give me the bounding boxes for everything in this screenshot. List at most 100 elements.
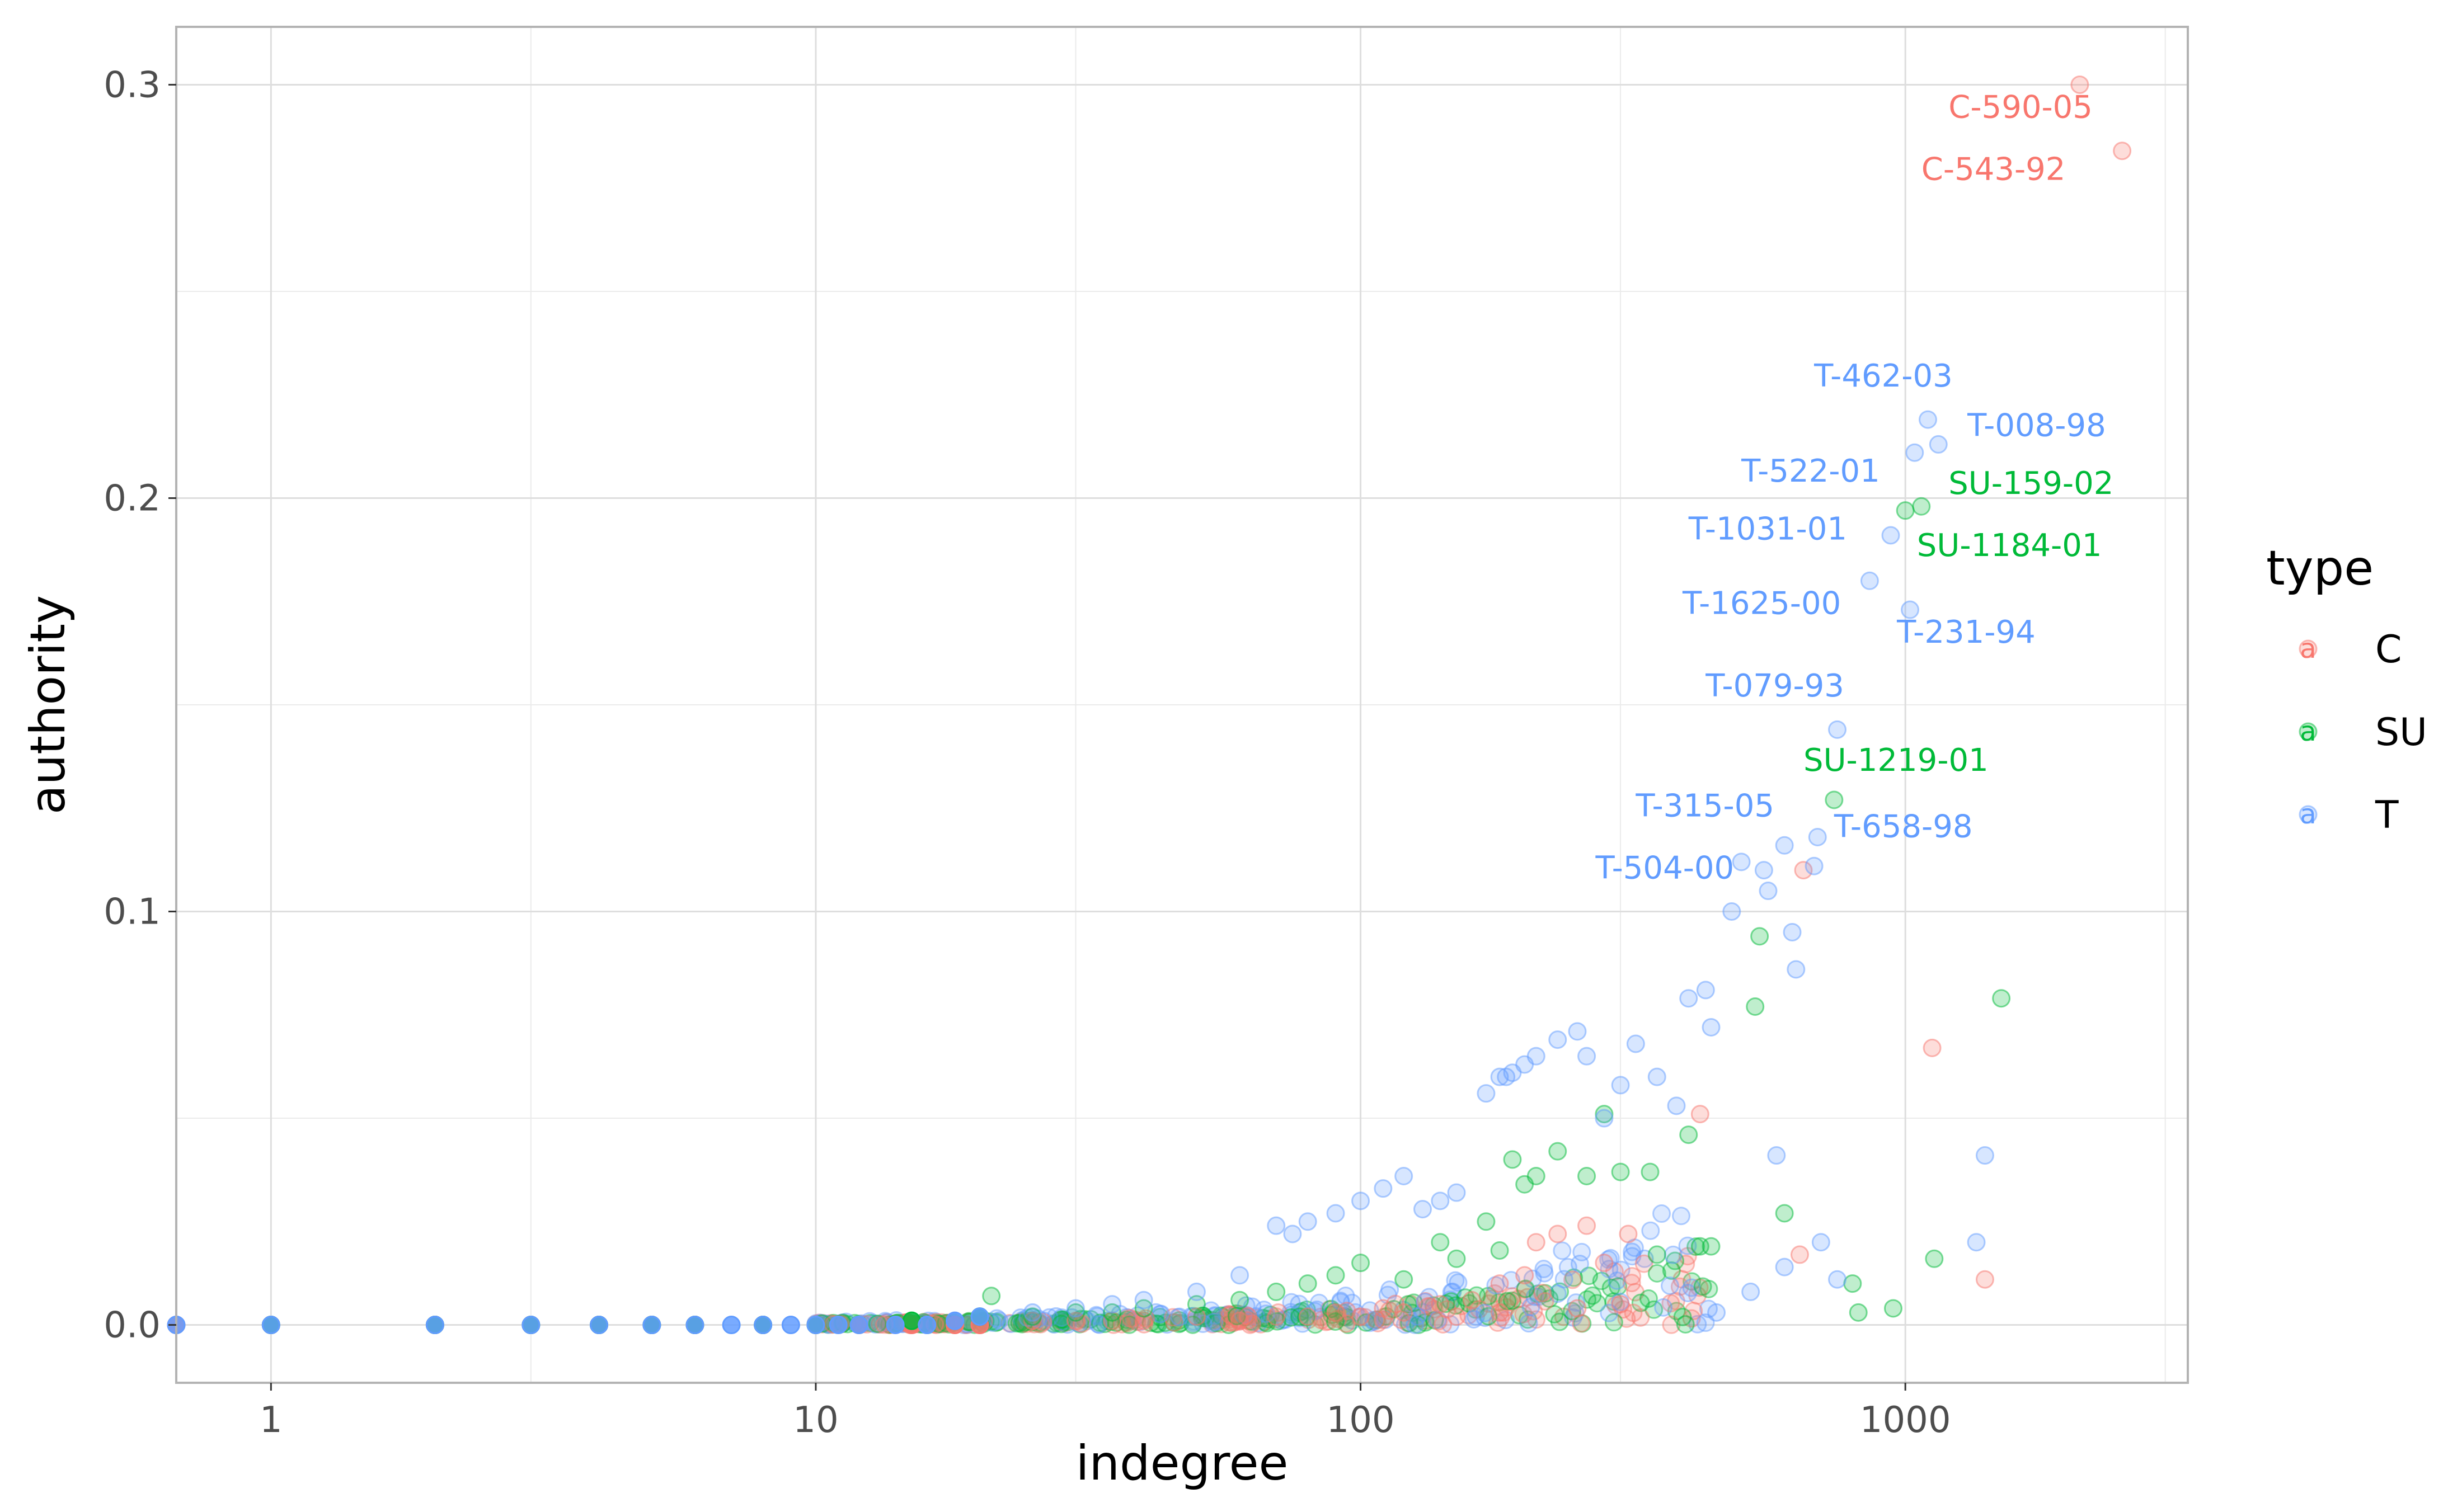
data-point-t <box>1158 1315 1177 1334</box>
data-point-c <box>1688 1286 1707 1305</box>
data-point-c <box>1351 1307 1370 1326</box>
data-point-su <box>1604 1313 1623 1332</box>
data-point-su <box>1479 1307 1498 1326</box>
data-point-su <box>1601 1278 1620 1297</box>
data-point-t <box>1975 1146 1994 1165</box>
data-point-su <box>1164 1313 1183 1332</box>
data-point-t <box>1502 1271 1521 1290</box>
data-point-t <box>1023 1303 1042 1322</box>
data-point-t <box>1626 1034 1645 1053</box>
data-point-c <box>1623 1267 1642 1286</box>
data-point-c <box>1163 1308 1182 1327</box>
data-point-c <box>1634 1254 1653 1273</box>
data-point-t <box>1342 1293 1361 1312</box>
data-point-su <box>1399 1313 1418 1332</box>
data-point-c <box>1447 1307 1466 1326</box>
data-point-su <box>1047 1313 1066 1332</box>
data-point-su <box>1257 1313 1276 1332</box>
data-point-su <box>1394 1270 1413 1289</box>
data-point-c <box>1374 1299 1393 1318</box>
data-point-su <box>988 1312 1007 1331</box>
point-label: T-315-05 <box>1635 788 1774 825</box>
data-point-t <box>1431 1191 1450 1210</box>
data-point-c <box>1000 1313 1019 1332</box>
data-point-t <box>1267 1216 1286 1235</box>
data-point-su <box>1609 1277 1628 1296</box>
data-point-t <box>1678 1283 1697 1302</box>
data-point-t <box>1901 600 1920 619</box>
data-point-su <box>1641 1162 1660 1181</box>
data-point-t <box>521 1316 541 1335</box>
data-point-t <box>1360 1301 1379 1320</box>
data-point-t <box>970 1307 989 1326</box>
data-point-t <box>1187 1282 1206 1301</box>
data-point-t <box>1623 1242 1642 1261</box>
data-point-su <box>1447 1249 1466 1268</box>
data-point-su <box>1116 1312 1135 1331</box>
data-point-t <box>1089 1315 1108 1334</box>
data-point-t <box>1682 1278 1701 1297</box>
point-label: T-462-03 <box>1813 358 1953 394</box>
data-point-t <box>1002 1315 1021 1334</box>
data-point-t <box>1775 1257 1794 1277</box>
data-point-su <box>1587 1294 1606 1313</box>
data-point-su <box>1611 1162 1630 1181</box>
data-point-t <box>1170 1307 1189 1326</box>
data-point-t <box>1754 861 1773 880</box>
minor-gridlines <box>176 27 2188 1383</box>
data-point-su <box>1337 1308 1356 1327</box>
y-axis-ticks: 0.0 0.1 0.2 0.3 <box>104 64 176 1346</box>
data-point-c <box>1165 1313 1184 1332</box>
data-point-c <box>1490 1274 1509 1293</box>
data-point-t <box>1230 1266 1249 1285</box>
data-point-t <box>806 1316 825 1335</box>
data-point-t <box>1654 1298 1673 1317</box>
data-point-c <box>1212 1315 1231 1334</box>
data-point-c <box>1312 1311 1331 1330</box>
y-tick-label: 0.0 <box>104 1305 161 1346</box>
data-point-t <box>1828 1270 1847 1289</box>
data-point-su <box>982 1287 1001 1306</box>
data-point-t <box>1406 1315 1425 1334</box>
data-point-t <box>1787 960 1806 979</box>
data-point-su <box>1518 1310 1537 1329</box>
data-point-t <box>1929 435 1948 454</box>
data-point-t <box>1194 1315 1213 1334</box>
x-axis-ticks: 1 10 100 1000 <box>260 1383 1951 1441</box>
data-point-su <box>1066 1303 1085 1322</box>
data-point-t <box>1611 1260 1631 1279</box>
data-point-t <box>1443 1282 1462 1301</box>
data-point-c <box>1548 1224 1567 1243</box>
data-point-t <box>1476 1303 1495 1322</box>
data-point-t <box>1351 1191 1370 1210</box>
data-point-c <box>1398 1313 1417 1332</box>
data-point-su <box>1170 1311 1189 1330</box>
data-point-t <box>1281 1303 1300 1322</box>
data-point-su <box>1925 1249 1944 1268</box>
legend-label: C <box>2375 628 2402 672</box>
data-point-t <box>1331 1292 1350 1311</box>
point-label: SU-1184-01 <box>1917 527 2102 564</box>
data-point-su <box>1051 1310 1070 1329</box>
legend-key-glyph: a <box>2300 716 2316 747</box>
data-point-c <box>1678 1247 1697 1266</box>
data-point-t <box>1553 1241 1572 1260</box>
data-point-c <box>1662 1315 1681 1334</box>
y-tick-label: 0.3 <box>104 64 161 106</box>
data-point-t <box>1477 1084 1496 1103</box>
data-point-su <box>1592 1271 1611 1290</box>
data-point-su <box>1213 1307 1232 1326</box>
data-point-su <box>1141 1313 1160 1332</box>
data-point-t <box>1811 1233 1830 1252</box>
data-point-t <box>1918 410 1937 429</box>
data-point-su <box>1639 1289 1658 1308</box>
data-point-t <box>1134 1290 1153 1310</box>
data-point-c <box>1535 1292 1554 1311</box>
data-point-su <box>1477 1212 1496 1231</box>
data-point-su <box>1536 1284 1555 1303</box>
data-point-c <box>1690 1278 1709 1297</box>
data-point-c <box>1326 1303 1345 1322</box>
data-point-t <box>1446 1271 1465 1290</box>
data-point-t <box>1045 1315 1064 1334</box>
